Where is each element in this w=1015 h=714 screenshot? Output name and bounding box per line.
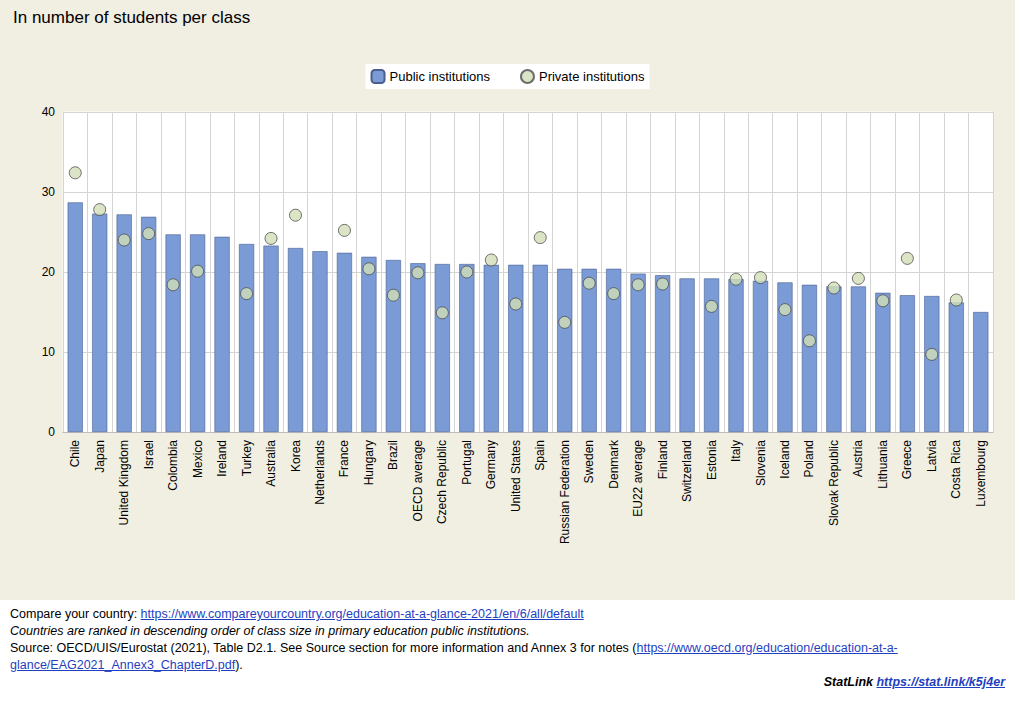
- svg-text:Poland: Poland: [802, 440, 816, 477]
- svg-text:Chile: Chile: [68, 440, 82, 468]
- svg-text:Private institutions: Private institutions: [539, 69, 645, 84]
- svg-text:Netherlands: Netherlands: [313, 440, 327, 505]
- svg-text:Sweden: Sweden: [582, 440, 596, 483]
- svg-text:Estonia: Estonia: [705, 440, 719, 480]
- svg-text:United States: United States: [509, 440, 523, 512]
- svg-text:Portugal: Portugal: [460, 440, 474, 485]
- svg-text:OECD average: OECD average: [411, 440, 425, 522]
- svg-text:40: 40: [42, 105, 56, 119]
- svg-text:Finland: Finland: [656, 440, 670, 479]
- html-text:Source: OECD/UIS/Eurostat (202: Source: OECD/UIS/Eurostat (2021), Table …: [10, 641, 898, 672]
- svg-text:Korea: Korea: [289, 440, 303, 472]
- svg-text:In number of students per clas: In number of students per class: [13, 8, 250, 27]
- svg-text:Iceland: Iceland: [778, 440, 792, 479]
- svg-text:Brazil: Brazil: [386, 440, 400, 470]
- svg-text:Mexico: Mexico: [191, 440, 205, 478]
- svg-text:United Kingdom: United Kingdom: [117, 440, 131, 525]
- svg-text:0: 0: [48, 425, 55, 439]
- svg-text:Turkey: Turkey: [240, 440, 254, 476]
- svg-text:EU22 average: EU22 average: [631, 440, 645, 517]
- html-text:Compare your country: https://: Compare your country: https://www.compar…: [10, 607, 584, 621]
- svg-text:Australia: Australia: [264, 440, 278, 487]
- svg-text:Austria: Austria: [851, 440, 865, 478]
- svg-text:20: 20: [42, 265, 56, 279]
- svg-text:30: 30: [42, 185, 56, 199]
- svg-text:Latvia: Latvia: [925, 440, 939, 472]
- svg-text:Slovenia: Slovenia: [754, 440, 768, 486]
- svg-text:Israel: Israel: [142, 440, 156, 469]
- svg-text:France: France: [337, 440, 351, 478]
- svg-text:10: 10: [42, 345, 56, 359]
- svg-text:Switzerland: Switzerland: [680, 440, 694, 502]
- svg-text:Czech Republic: Czech Republic: [435, 440, 449, 524]
- svg-text:Russian Federation: Russian Federation: [558, 440, 572, 544]
- svg-text:Spain: Spain: [533, 440, 547, 471]
- svg-text:Japan: Japan: [93, 440, 107, 473]
- svg-text:Lithuania: Lithuania: [876, 440, 890, 489]
- html-text:Countries are ranked in descen: Countries are ranked in descending order…: [10, 624, 530, 638]
- svg-text:Slovak Republic: Slovak Republic: [827, 440, 841, 526]
- svg-text:Germany: Germany: [484, 440, 498, 489]
- svg-text:Ireland: Ireland: [215, 440, 229, 477]
- svg-text:Denmark: Denmark: [607, 439, 621, 489]
- svg-text:Italy: Italy: [729, 440, 743, 462]
- svg-text:Luxembourg: Luxembourg: [974, 440, 988, 507]
- svg-text:Hungary: Hungary: [362, 440, 376, 485]
- html-text:StatLink https://stat.link/k5j: StatLink https://stat.link/k5j4er: [823, 675, 1005, 689]
- svg-text:Public institutions: Public institutions: [390, 69, 491, 84]
- svg-text:Colombia: Colombia: [166, 440, 180, 491]
- svg-text:Greece: Greece: [900, 440, 914, 480]
- svg-text:Costa Rica: Costa Rica: [949, 440, 963, 499]
